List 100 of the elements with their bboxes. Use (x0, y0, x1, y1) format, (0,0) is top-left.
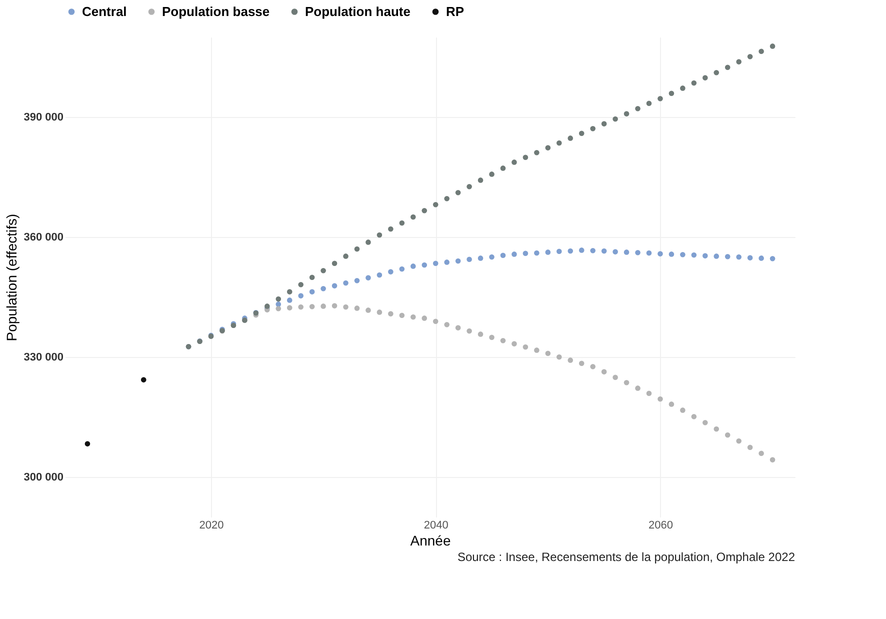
point (376, 310, 382, 315)
point (658, 251, 663, 256)
point (601, 121, 607, 126)
point (422, 208, 428, 214)
point (747, 444, 753, 450)
point (332, 260, 338, 266)
point (736, 254, 742, 260)
point (578, 360, 584, 366)
point (376, 272, 382, 278)
point (702, 420, 708, 426)
point (770, 44, 776, 49)
point (478, 256, 484, 261)
point (489, 172, 494, 177)
point (399, 312, 405, 318)
point (276, 296, 282, 302)
point (556, 248, 562, 254)
point (343, 254, 348, 259)
point (736, 59, 742, 64)
point (646, 390, 652, 396)
point (590, 248, 596, 254)
point (758, 450, 764, 456)
legend-label: Population haute (305, 4, 410, 19)
point (635, 106, 640, 112)
x-tick-label: 2020 (199, 520, 224, 532)
point (366, 240, 371, 245)
point (410, 264, 416, 269)
point (309, 274, 315, 280)
point (624, 380, 630, 386)
legend-label: Central (82, 4, 127, 19)
point (332, 283, 338, 288)
point (770, 256, 776, 262)
point (680, 408, 686, 413)
point (658, 96, 663, 102)
point (140, 377, 146, 382)
point (612, 116, 618, 122)
point (512, 252, 517, 257)
point (758, 256, 764, 261)
point (388, 311, 394, 316)
point (276, 306, 282, 312)
point (388, 269, 394, 274)
point (724, 432, 730, 438)
x-tick-label: 2060 (648, 520, 673, 532)
point (376, 232, 382, 238)
source-note: Source : Insee, Recensements de la population, Omphale 2022 (457, 550, 796, 564)
point (466, 328, 472, 334)
point (635, 386, 640, 391)
point (534, 150, 540, 156)
point (366, 275, 371, 280)
point (286, 298, 292, 303)
point (455, 258, 461, 264)
point (724, 64, 730, 70)
point (747, 255, 753, 260)
point (432, 318, 438, 324)
point (478, 332, 484, 337)
point (366, 308, 371, 313)
point (578, 130, 584, 136)
point (568, 136, 574, 141)
point (534, 250, 540, 256)
point (500, 252, 506, 258)
point (668, 402, 674, 407)
point (522, 250, 528, 256)
point (309, 289, 315, 294)
point (646, 100, 652, 106)
point (724, 254, 730, 260)
point (758, 48, 764, 54)
point (714, 70, 720, 76)
point (286, 289, 292, 294)
point (343, 304, 348, 310)
point (444, 260, 450, 265)
y-axis-title: Population (effectifs) (4, 214, 20, 342)
point (432, 202, 438, 208)
point (455, 325, 461, 330)
point (320, 268, 326, 274)
point (422, 262, 428, 268)
point (276, 302, 282, 307)
point (545, 350, 551, 356)
point (432, 260, 438, 266)
point (635, 250, 640, 256)
point (512, 160, 517, 165)
point (500, 166, 506, 171)
point (624, 250, 630, 255)
point (410, 314, 416, 320)
point (298, 304, 304, 310)
point (534, 348, 540, 353)
point (736, 438, 742, 444)
point (422, 316, 428, 321)
point (522, 154, 528, 160)
point (612, 249, 618, 254)
point (691, 80, 697, 86)
point (590, 126, 596, 132)
point (668, 252, 674, 257)
point (354, 246, 360, 252)
point (590, 364, 596, 370)
point (320, 286, 326, 292)
point (770, 457, 776, 462)
point (466, 184, 472, 190)
y-tick-label: 390 000 (24, 112, 64, 124)
point (478, 178, 484, 183)
point (702, 75, 708, 80)
point (691, 414, 697, 420)
